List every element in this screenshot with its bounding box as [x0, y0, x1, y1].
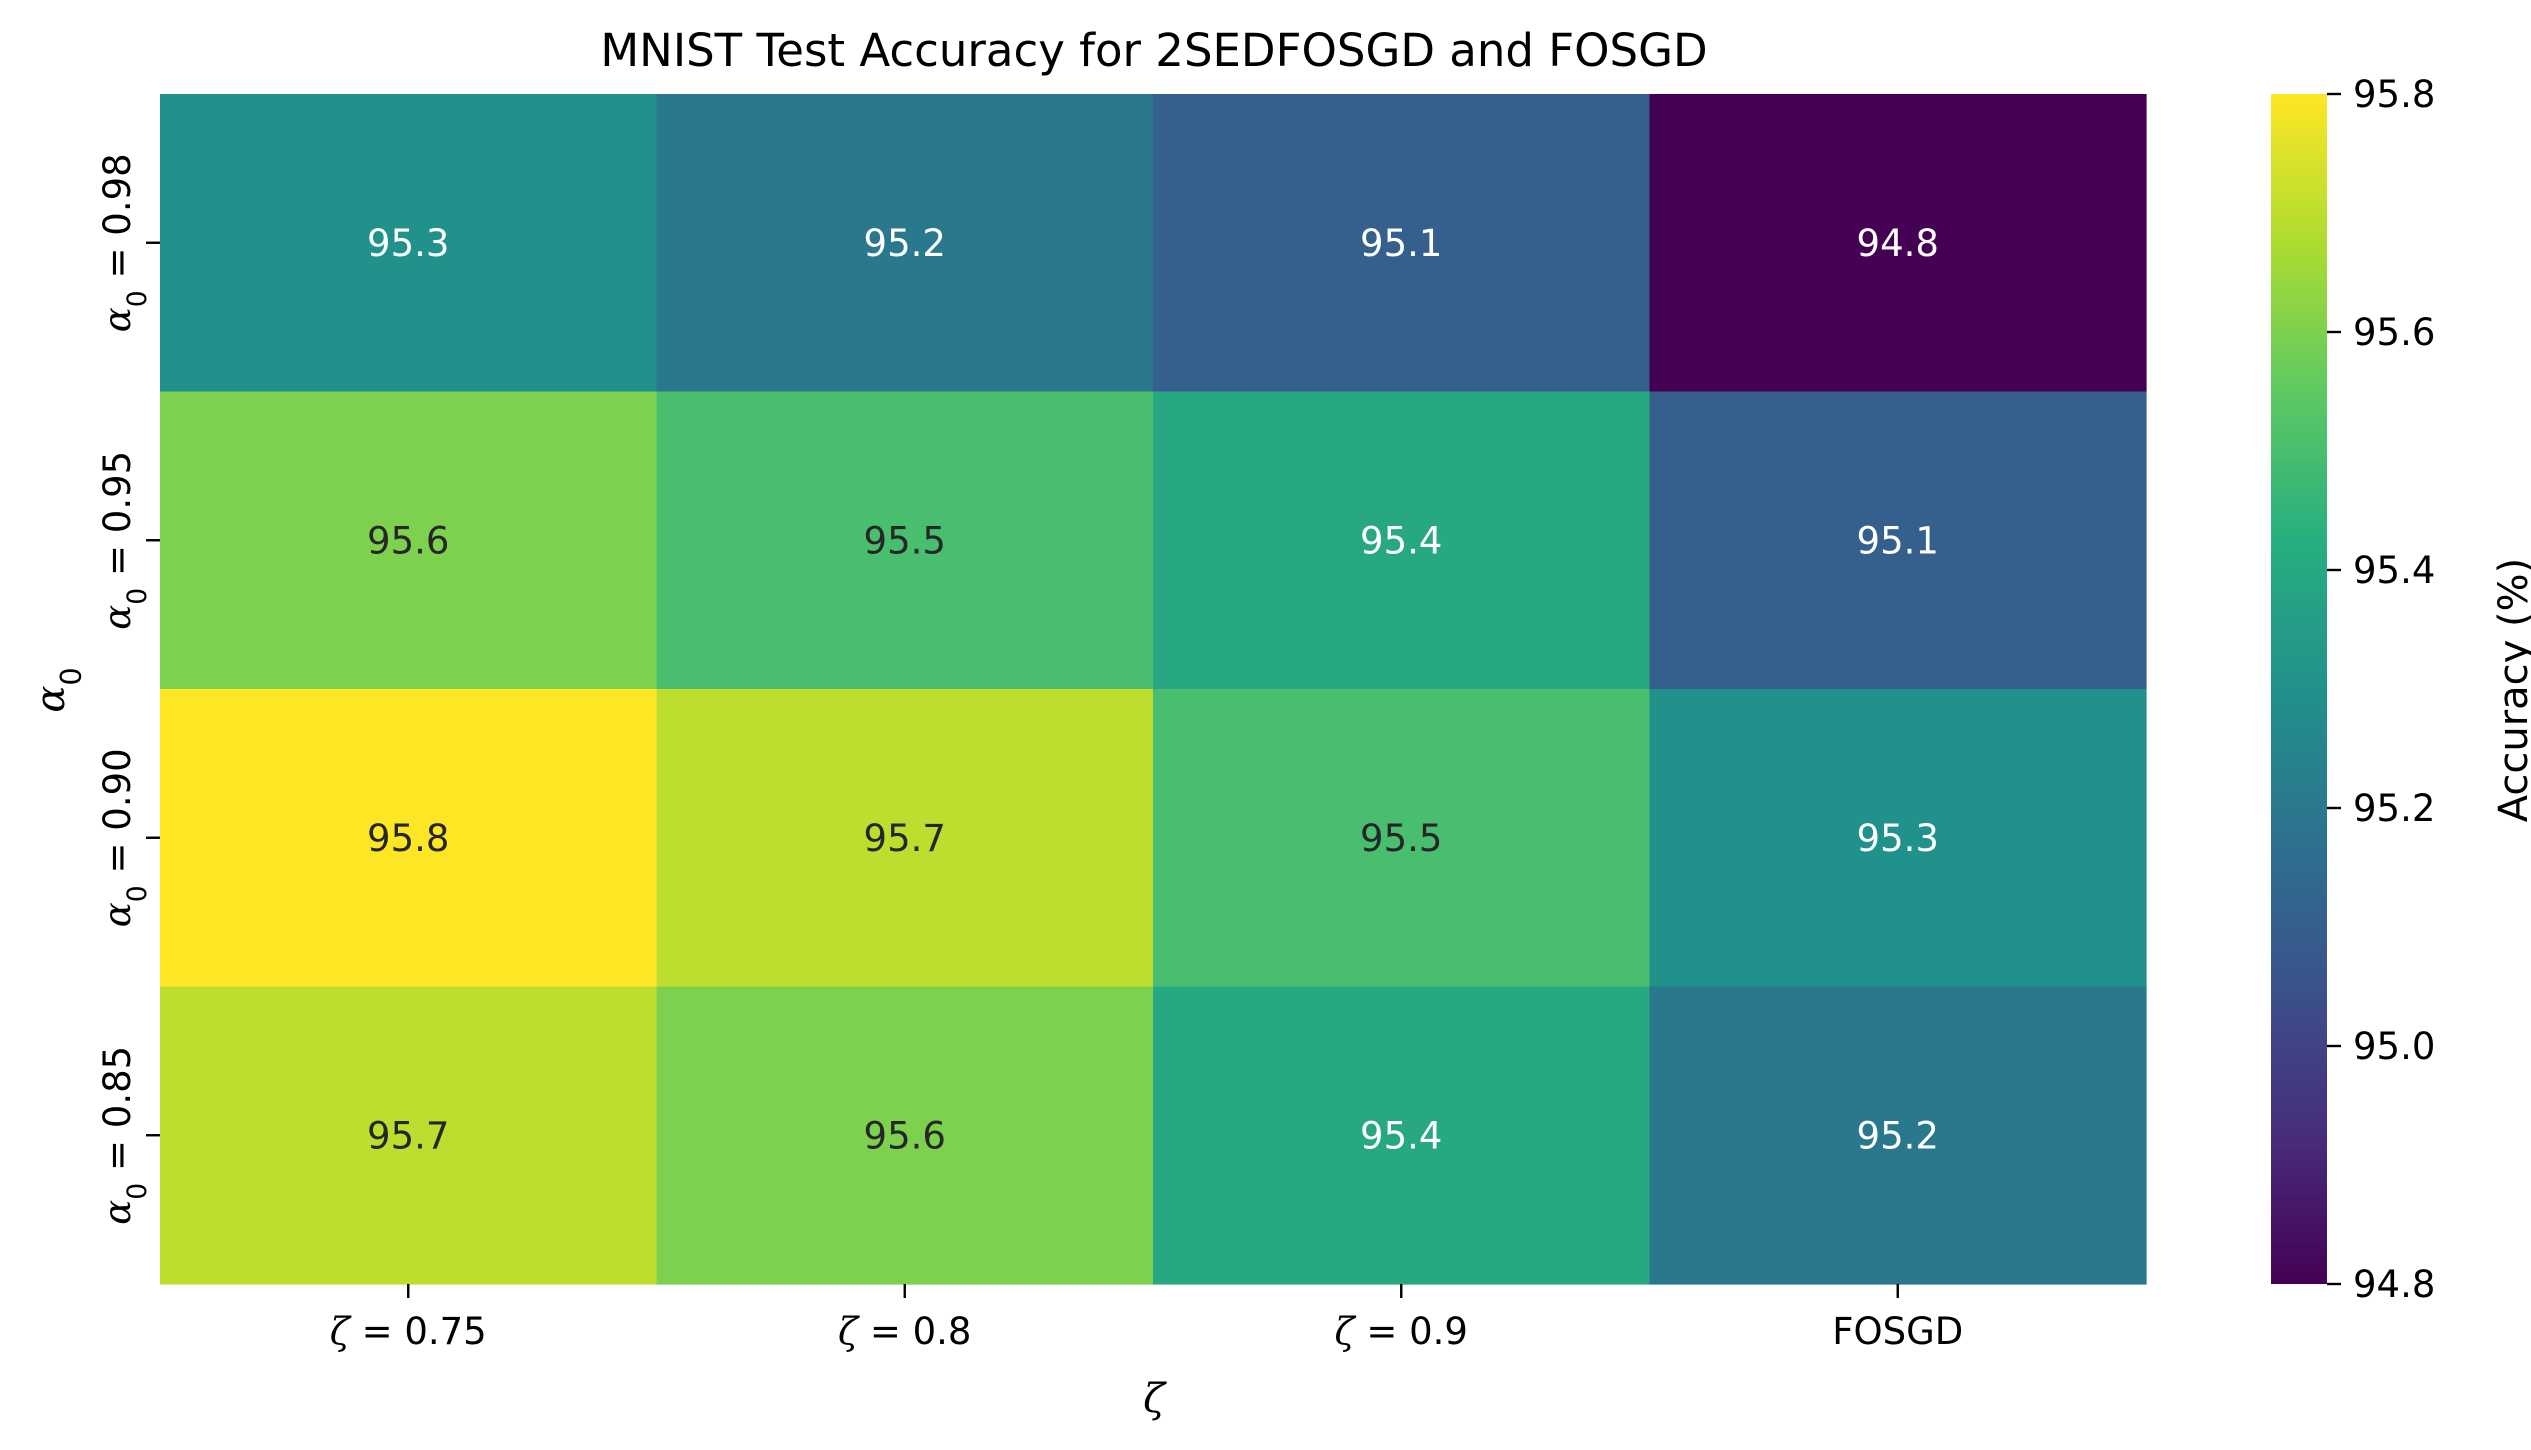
colorbar-tick-label: 95.2	[2353, 787, 2435, 830]
colorbar-tick-label: 95.4	[2353, 549, 2435, 592]
heatmap-cell	[656, 986, 1154, 1285]
colorbar: 94.8 95.0 95.2 95.4 95.6 95.8 Accuracy (%)	[2271, 73, 2531, 1306]
y-tick-label: α0 = 0.95	[96, 451, 153, 630]
heatmap-cell-value: 95.7	[367, 1114, 449, 1157]
heatmap-cell-value: 95.4	[1360, 1114, 1442, 1157]
colorbar-tick-label: 94.8	[2353, 1263, 2435, 1306]
heatmap-cell	[160, 986, 658, 1285]
y-tick-label: α0 = 0.98	[96, 153, 153, 332]
heatmap-cell	[1649, 94, 2147, 393]
heatmap-cell	[1153, 689, 1651, 988]
heatmap-cell-value: 95.2	[864, 222, 946, 265]
colorbar-label: Accuracy (%)	[2491, 558, 2531, 823]
heatmap-cell	[160, 94, 658, 393]
y-axis-ticks: α0 = 0.98 α0 = 0.95 α0 = 0.90 α0 = 0.85	[96, 153, 160, 1225]
heatmap-cell	[1649, 986, 2147, 1285]
colorbar-ticks: 94.8 95.0 95.2 95.4 95.6 95.8	[2327, 73, 2435, 1306]
x-axis-ticks: ζ = 0.75 ζ = 0.8 ζ = 0.9 FOSGD	[330, 1284, 1963, 1353]
heatmap-cell	[1649, 391, 2147, 690]
heatmap-cell-value: 95.6	[367, 519, 449, 562]
colorbar-tick-label: 95.8	[2353, 73, 2435, 116]
heatmap-cell-value: 95.4	[1360, 519, 1442, 562]
heatmap-cell-value: 95.6	[864, 1114, 946, 1157]
heatmap-cells	[160, 94, 2147, 1285]
heatmap-cell	[656, 689, 1154, 988]
heatmap-cell	[1153, 94, 1651, 393]
x-tick-label: ζ = 0.75	[330, 1310, 487, 1353]
heatmap-cell-value: 95.5	[1360, 817, 1442, 860]
x-tick-label: ζ = 0.8	[838, 1310, 971, 1353]
chart-title: MNIST Test Accuracy for 2SEDFOSGD and FO…	[600, 24, 1707, 77]
heatmap-cell	[656, 94, 1154, 393]
heatmap-cell	[160, 391, 658, 690]
y-tick-label: α0 = 0.90	[96, 748, 153, 927]
heatmap-cell-value: 94.8	[1857, 222, 1939, 265]
heatmap-cell	[1153, 986, 1651, 1285]
heatmap-cell-value: 95.1	[1360, 222, 1442, 265]
heatmap-cell	[1649, 689, 2147, 988]
y-tick-label: α0 = 0.85	[96, 1046, 153, 1225]
colorbar-tick-label: 95.6	[2353, 311, 2435, 354]
heatmap-cell-labels: 95.3 95.2 95.1 94.8 95.6 95.5 95.4 95.1 95.8 95.7…	[367, 222, 1939, 1158]
heatmap-cell-value: 95.7	[864, 817, 946, 860]
heatmap-cell-value: 95.5	[864, 519, 946, 562]
heatmap-cell-value: 95.8	[367, 817, 449, 860]
x-tick-label: ζ = 0.9	[1335, 1310, 1468, 1353]
heatmap-cell	[656, 391, 1154, 690]
x-axis-label: ζ	[1143, 1376, 1167, 1422]
y-axis-label: α0	[28, 667, 88, 712]
heatmap-cell-value: 95.1	[1857, 519, 1939, 562]
heatmap-cell-value: 95.3	[367, 222, 449, 265]
colorbar-gradient	[2271, 94, 2327, 1284]
heatmap-cell	[160, 689, 658, 988]
heatmap-cell	[1153, 391, 1651, 690]
heatmap-cell-value: 95.3	[1857, 817, 1939, 860]
heatmap-cell-value: 95.2	[1857, 1114, 1939, 1157]
colorbar-tick-label: 95.0	[2353, 1025, 2435, 1068]
x-tick-label: FOSGD	[1832, 1310, 1963, 1353]
